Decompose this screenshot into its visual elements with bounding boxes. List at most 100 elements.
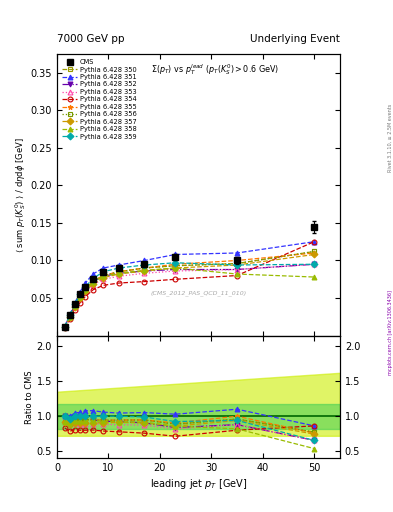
Y-axis label: Ratio to CMS: Ratio to CMS xyxy=(25,370,34,424)
Pythia 6.428 356 xyxy=(173,263,178,269)
Pythia 6.428 356 xyxy=(78,293,83,300)
Line: Pythia 6.428 350: Pythia 6.428 350 xyxy=(62,249,317,330)
Pythia 6.428 358 xyxy=(116,270,121,276)
Pythia 6.428 352 xyxy=(116,270,121,276)
Pythia 6.428 359 xyxy=(78,291,83,297)
Pythia 6.428 353 xyxy=(235,266,239,272)
Pythia 6.428 358 xyxy=(68,314,72,320)
Pythia 6.428 350 xyxy=(83,286,88,292)
Pythia 6.428 359 xyxy=(142,262,147,268)
Pythia 6.428 352 xyxy=(173,266,178,272)
Pythia 6.428 353 xyxy=(73,304,77,310)
Pythia 6.428 352 xyxy=(73,302,77,308)
Pythia 6.428 351 xyxy=(173,251,178,258)
Pythia 6.428 354 xyxy=(142,279,147,285)
Pythia 6.428 359 xyxy=(68,312,72,318)
Pythia 6.428 355 xyxy=(235,258,239,264)
Pythia 6.428 358 xyxy=(173,265,178,271)
Pythia 6.428 357 xyxy=(68,314,72,320)
Line: Pythia 6.428 355: Pythia 6.428 355 xyxy=(62,250,317,330)
Pythia 6.428 354 xyxy=(78,300,83,306)
Text: $\Sigma(p_T)$ vs $p_T^{lead}$ $(p_T(K_S^0) > 0.6$ GeV$)$: $\Sigma(p_T)$ vs $p_T^{lead}$ $(p_T(K_S^… xyxy=(151,62,279,77)
Pythia 6.428 354 xyxy=(312,239,317,245)
Pythia 6.428 356 xyxy=(62,324,67,330)
Pythia 6.428 355 xyxy=(101,272,106,279)
Pythia 6.428 359 xyxy=(312,261,317,267)
Pythia 6.428 357 xyxy=(73,304,77,310)
Pythia 6.428 358 xyxy=(73,303,77,309)
Pythia 6.428 358 xyxy=(101,273,106,280)
Pythia 6.428 356 xyxy=(101,272,106,279)
Pythia 6.428 356 xyxy=(312,248,317,254)
Line: Pythia 6.428 357: Pythia 6.428 357 xyxy=(62,252,317,330)
Line: Pythia 6.428 351: Pythia 6.428 351 xyxy=(62,239,317,329)
Pythia 6.428 359 xyxy=(62,324,67,330)
Pythia 6.428 352 xyxy=(78,293,83,299)
Pythia 6.428 350 xyxy=(116,269,121,275)
Pythia 6.428 350 xyxy=(68,313,72,319)
Pythia 6.428 356 xyxy=(91,279,95,285)
Pythia 6.428 359 xyxy=(116,265,121,271)
Pythia 6.428 358 xyxy=(62,324,67,330)
Pythia 6.428 359 xyxy=(91,275,95,282)
Pythia 6.428 355 xyxy=(68,314,72,320)
Pythia 6.428 355 xyxy=(78,294,83,301)
Pythia 6.428 350 xyxy=(235,261,239,267)
Pythia 6.428 352 xyxy=(68,312,72,318)
Pythia 6.428 353 xyxy=(116,273,121,280)
Pythia 6.428 350 xyxy=(62,324,67,330)
Pythia 6.428 350 xyxy=(312,248,317,254)
Pythia 6.428 356 xyxy=(83,286,88,292)
Pythia 6.428 356 xyxy=(68,313,72,319)
Pythia 6.428 356 xyxy=(73,303,77,309)
Pythia 6.428 352 xyxy=(101,273,106,280)
Pythia 6.428 356 xyxy=(235,261,239,267)
Text: 7000 GeV pp: 7000 GeV pp xyxy=(57,33,125,44)
Pythia 6.428 353 xyxy=(173,268,178,274)
Pythia 6.428 351 xyxy=(91,271,95,277)
Pythia 6.428 356 xyxy=(142,265,147,271)
Pythia 6.428 354 xyxy=(91,287,95,293)
Pythia 6.428 352 xyxy=(62,324,67,330)
Pythia 6.428 352 xyxy=(312,261,317,267)
Pythia 6.428 355 xyxy=(173,261,178,267)
Pythia 6.428 354 xyxy=(101,282,106,288)
Pythia 6.428 354 xyxy=(73,307,77,313)
Pythia 6.428 351 xyxy=(312,239,317,245)
Pythia 6.428 355 xyxy=(62,324,67,330)
Pythia 6.428 354 xyxy=(62,325,67,331)
Pythia 6.428 352 xyxy=(142,268,147,274)
Pythia 6.428 350 xyxy=(91,279,95,285)
Text: mcplots.cern.ch [arXiv:1306.3436]: mcplots.cern.ch [arXiv:1306.3436] xyxy=(388,290,393,375)
Pythia 6.428 351 xyxy=(62,324,67,330)
Pythia 6.428 350 xyxy=(142,265,147,271)
Pythia 6.428 355 xyxy=(73,303,77,309)
Pythia 6.428 351 xyxy=(68,311,72,317)
Pythia 6.428 359 xyxy=(173,260,178,266)
Pythia 6.428 353 xyxy=(91,282,95,288)
Pythia 6.428 356 xyxy=(116,269,121,275)
Pythia 6.428 357 xyxy=(142,268,147,274)
Pythia 6.428 354 xyxy=(83,293,88,300)
Line: Pythia 6.428 352: Pythia 6.428 352 xyxy=(62,262,317,329)
Pythia 6.428 358 xyxy=(91,279,95,285)
Pythia 6.428 353 xyxy=(68,314,72,320)
Pythia 6.428 355 xyxy=(142,265,147,271)
Pythia 6.428 354 xyxy=(173,276,178,282)
Pythia 6.428 355 xyxy=(83,287,88,293)
Pythia 6.428 350 xyxy=(73,303,77,309)
Pythia 6.428 355 xyxy=(116,269,121,275)
Pythia 6.428 357 xyxy=(101,275,106,281)
Pythia 6.428 355 xyxy=(312,250,317,256)
Pythia 6.428 354 xyxy=(68,316,72,322)
Pythia 6.428 357 xyxy=(116,271,121,277)
Pythia 6.428 351 xyxy=(73,300,77,306)
Text: Rivet 3.1.10, ≥ 2.5M events: Rivet 3.1.10, ≥ 2.5M events xyxy=(388,104,393,173)
Pythia 6.428 358 xyxy=(83,287,88,293)
Pythia 6.428 351 xyxy=(235,250,239,256)
Pythia 6.428 357 xyxy=(235,262,239,268)
Pythia 6.428 352 xyxy=(91,279,95,285)
Pythia 6.428 351 xyxy=(101,265,106,271)
Pythia 6.428 358 xyxy=(142,267,147,273)
Pythia 6.428 357 xyxy=(83,288,88,294)
